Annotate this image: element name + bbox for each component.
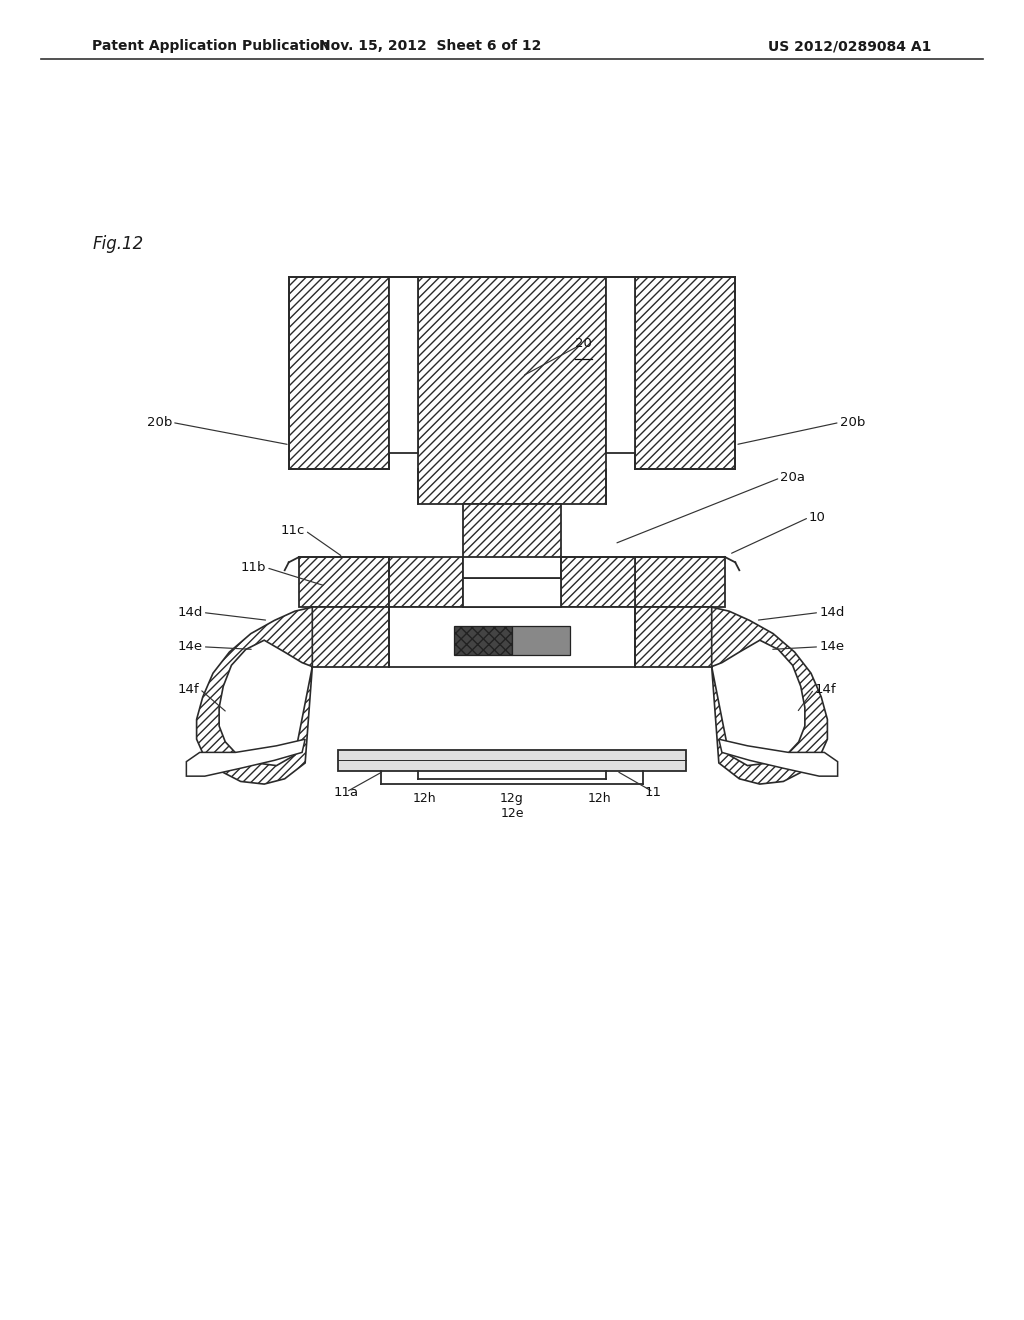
Bar [463,557,561,578]
Text: 11b: 11b [241,561,266,574]
Bar [338,750,686,771]
Text: 11: 11 [645,785,662,799]
Text: 12e: 12e [501,807,523,820]
Bar [389,277,418,453]
Text: 11c: 11c [281,524,305,537]
Text: 14e: 14e [819,640,845,653]
Bar [635,557,725,607]
Text: 14d: 14d [177,606,203,619]
Bar [418,277,606,504]
Text: 20: 20 [575,337,592,350]
Bar [606,277,635,453]
Polygon shape [197,607,312,784]
Bar [561,557,635,607]
Text: 14e: 14e [177,640,203,653]
Polygon shape [186,739,305,776]
Text: 11a: 11a [334,785,358,799]
Text: 12h: 12h [587,792,611,805]
Text: 20b: 20b [146,416,172,429]
Text: 14f: 14f [178,682,200,696]
Bar [389,607,635,667]
Bar [389,557,463,607]
Text: Nov. 15, 2012  Sheet 6 of 12: Nov. 15, 2012 Sheet 6 of 12 [318,40,542,53]
Polygon shape [712,607,827,784]
Text: 12g: 12g [500,792,524,805]
Text: 14d: 14d [819,606,845,619]
Bar [512,626,570,655]
Text: Fig.12: Fig.12 [92,235,143,253]
Bar [454,626,512,655]
Bar [635,277,735,469]
Bar [299,557,389,607]
Text: 12h: 12h [413,792,437,805]
Text: 10: 10 [809,511,825,524]
Bar [463,578,561,607]
Bar [463,504,561,578]
Text: 20a: 20a [780,471,805,484]
Text: 20b: 20b [840,416,865,429]
Polygon shape [719,739,838,776]
Bar [289,277,389,469]
Text: US 2012/0289084 A1: US 2012/0289084 A1 [768,40,932,53]
Bar [312,607,389,667]
Text: 14f: 14f [814,682,836,696]
Bar [635,607,712,667]
Text: Patent Application Publication: Patent Application Publication [92,40,330,53]
